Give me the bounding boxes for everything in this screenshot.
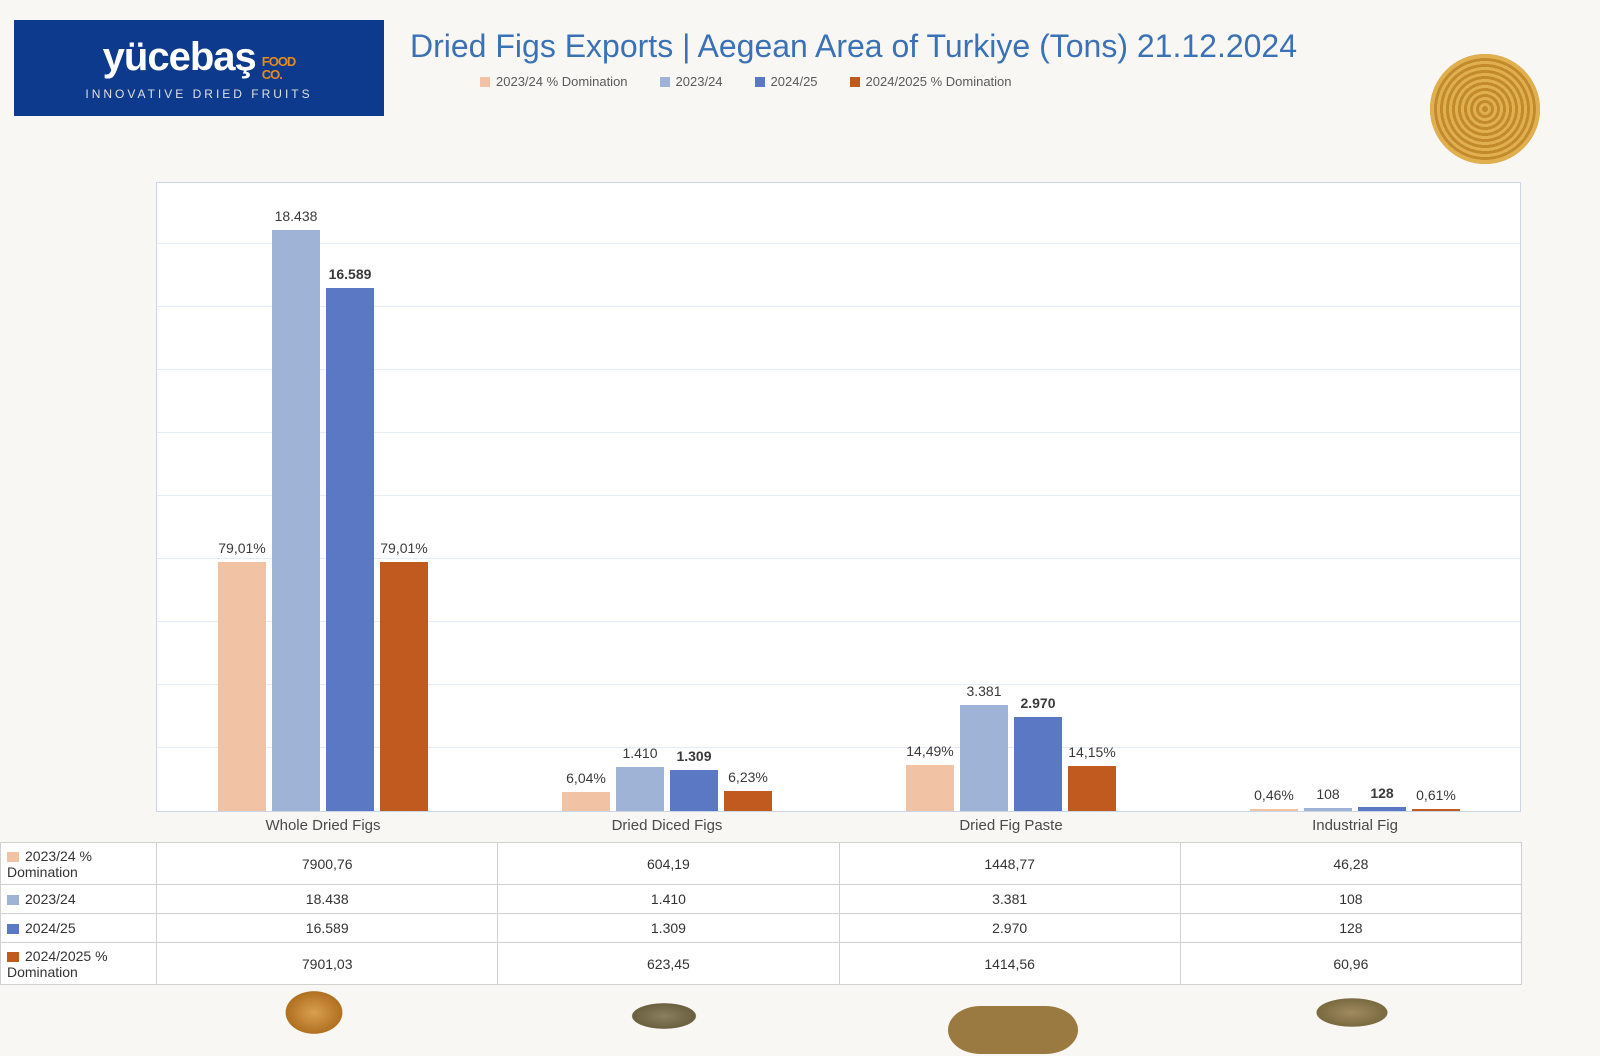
logo-text: yücebaş <box>103 35 256 80</box>
table-row-header: 2023/24 % Domination <box>1 843 157 885</box>
logo-tagline: INNOVATIVE DRIED FRUITS <box>85 87 312 101</box>
row-swatch <box>7 895 19 905</box>
legend-label: 2024/25 <box>771 74 818 89</box>
table-cell: 7900,76 <box>157 843 498 885</box>
table-cell: 108 <box>1180 885 1521 914</box>
table-cell: 2.970 <box>839 914 1180 943</box>
table-row: 2023/2418.4381.4103.381108 <box>1 885 1522 914</box>
bar-value-label: 6,04% <box>546 770 626 786</box>
row-swatch <box>7 952 19 962</box>
legend-item: 2023/24 <box>660 74 723 89</box>
decorative-circle-icon <box>1430 54 1540 164</box>
table-cell: 16.589 <box>157 914 498 943</box>
bar-value-label: 6,23% <box>708 769 788 785</box>
bar <box>906 765 954 811</box>
data-table: 2023/24 % Domination7900,76604,191448,77… <box>0 842 1522 985</box>
category-label: Industrial Fig <box>1205 817 1505 834</box>
product-icon <box>254 974 374 1044</box>
legend-label: 2023/24 <box>676 74 723 89</box>
bar <box>1250 809 1298 811</box>
bar <box>1358 807 1406 811</box>
legend-label: 2024/2025 % Domination <box>866 74 1012 89</box>
legend-swatch <box>660 77 670 87</box>
legend-swatch <box>850 77 860 87</box>
table-cell: 46,28 <box>1180 843 1521 885</box>
category-label: Dried Fig Paste <box>861 817 1161 834</box>
bar <box>1412 809 1460 811</box>
table-cell: 1.309 <box>498 914 839 943</box>
table-cell: 3.381 <box>839 885 1180 914</box>
bar <box>1014 717 1062 811</box>
logo-main: yücebaş FOOD CO. <box>103 35 296 85</box>
bar-value-label: 14,49% <box>890 743 970 759</box>
bar <box>1304 808 1352 811</box>
legend-item: 2024/2025 % Domination <box>850 74 1012 89</box>
legend-item: 2023/24 % Domination <box>480 74 628 89</box>
bar-value-label: 2.970 <box>998 695 1078 711</box>
table-row: 2023/24 % Domination7900,76604,191448,77… <box>1 843 1522 885</box>
bar <box>1068 766 1116 811</box>
legend-swatch <box>755 77 765 87</box>
bar <box>616 767 664 811</box>
category-label: Whole Dried Figs <box>173 817 473 834</box>
legend-label: 2023/24 % Domination <box>496 74 628 89</box>
table-row-header: 2024/2025 % Domination <box>1 943 157 985</box>
product-icon <box>604 974 724 1044</box>
bar-value-label: 79,01% <box>364 540 444 556</box>
table-cell: 604,19 <box>498 843 839 885</box>
chart-title: Dried Figs Exports | Aegean Area of Turk… <box>410 28 1297 65</box>
table-cell: 18.438 <box>157 885 498 914</box>
table-cell: 128 <box>1180 914 1521 943</box>
legend: 2023/24 % Domination 2023/24 2024/25 2024/2… <box>480 74 1012 89</box>
logo-food: FOOD CO. <box>262 55 296 81</box>
product-icon <box>948 1006 1078 1054</box>
row-swatch <box>7 852 19 862</box>
chart-plot-area: Whole Dried Figs79,01%18.43816.58979,01%… <box>156 182 1521 812</box>
table-row-header: 2023/24 <box>1 885 157 914</box>
bar-value-label: 16.589 <box>310 266 390 282</box>
bar-value-label: 0,61% <box>1396 787 1476 803</box>
table-row-header: 2024/25 <box>1 914 157 943</box>
bar <box>380 562 428 811</box>
table-cell: 1414,56 <box>839 943 1180 985</box>
bar <box>272 230 320 811</box>
bar <box>562 792 610 811</box>
bar-value-label: 18.438 <box>256 208 336 224</box>
row-swatch <box>7 924 19 934</box>
bar-value-label: 1.309 <box>654 748 734 764</box>
category-label: Dried Diced Figs <box>517 817 817 834</box>
logo-block: yücebaş FOOD CO. INNOVATIVE DRIED FRUITS <box>14 20 384 116</box>
bar-value-label: 14,15% <box>1052 744 1132 760</box>
legend-item: 2024/25 <box>755 74 818 89</box>
table-cell: 1448,77 <box>839 843 1180 885</box>
bar <box>960 705 1008 812</box>
bar <box>724 791 772 811</box>
legend-swatch <box>480 77 490 87</box>
bar-value-label: 79,01% <box>202 540 282 556</box>
table-cell: 1.410 <box>498 885 839 914</box>
product-icon <box>1292 974 1412 1044</box>
bar <box>218 562 266 811</box>
table-row: 2024/2516.5891.3092.970128 <box>1 914 1522 943</box>
